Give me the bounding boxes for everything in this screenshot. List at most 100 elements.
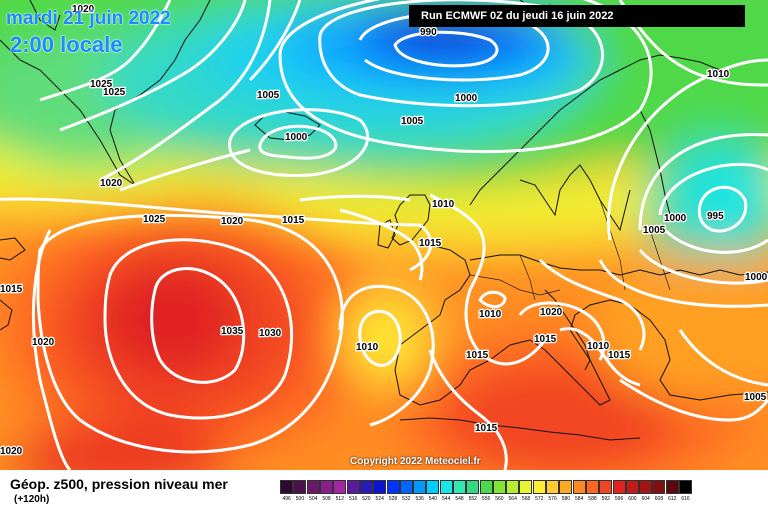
scale-swatch-color <box>320 480 334 494</box>
geopotential-field: 1020 1025 1025 1005 990 1010 1000 1005 1… <box>0 0 768 470</box>
isobar-label: 1000 <box>664 213 687 224</box>
isobar-label: 1020 <box>32 337 55 348</box>
forecast-time: 2:00 locale <box>10 32 123 57</box>
isobar-label: 1005 <box>257 90 280 101</box>
scale-swatch: 512 <box>333 480 347 502</box>
scale-swatch-color <box>453 480 466 494</box>
isobar-label: 1010 <box>587 341 610 352</box>
scale-swatch: 560 <box>492 480 506 502</box>
scale-swatch-color <box>625 480 639 494</box>
scale-swatch-color <box>639 480 653 494</box>
isobar-label: 995 <box>707 211 724 222</box>
isobar-label: 1005 <box>401 116 424 127</box>
scale-swatch-color <box>599 480 613 494</box>
scale-swatch-label: 516 <box>348 496 358 502</box>
scale-swatch-color <box>426 480 440 494</box>
scale-swatch-label: 524 <box>375 496 384 502</box>
scale-swatch-color <box>359 480 373 494</box>
scale-swatch: 564 <box>506 480 520 502</box>
scale-swatch: 592 <box>599 480 613 502</box>
scale-swatch-color <box>439 480 453 494</box>
scale-swatch: 504 <box>306 480 320 502</box>
isobar-label: 1020 <box>540 307 563 318</box>
scale-swatch: 540 <box>426 480 440 502</box>
scale-swatch-color <box>612 480 626 494</box>
isobar-label: 1015 <box>608 350 631 361</box>
scale-swatch-color <box>665 480 679 494</box>
isobar-label: 1025 <box>143 214 166 225</box>
scale-swatch-label: 552 <box>468 496 477 502</box>
isobar-label: 1020 <box>0 446 23 457</box>
scale-swatch: 500 <box>293 480 307 502</box>
scale-swatch-label: 548 <box>455 496 464 502</box>
isobar-label: 1015 <box>419 238 442 249</box>
scale-swatch-color <box>466 480 480 494</box>
scale-swatch-label: 592 <box>601 496 610 502</box>
scale-swatch-color <box>399 480 413 494</box>
scale-swatch-label: 612 <box>668 496 677 502</box>
scale-swatch-label: 604 <box>641 496 650 502</box>
isobar-label: 1000 <box>745 272 768 283</box>
scale-swatch-label: 540 <box>428 496 438 502</box>
scale-swatch: 568 <box>519 480 533 502</box>
scale-swatch: 496 <box>280 480 294 502</box>
scale-swatch: 584 <box>572 480 586 502</box>
scale-swatch-label: 520 <box>362 496 371 502</box>
scale-swatch-color <box>293 480 307 494</box>
scale-swatch-label: 560 <box>495 496 504 502</box>
scale-swatch: 600 <box>625 480 639 502</box>
scale-swatch: 552 <box>466 480 480 502</box>
scale-swatch-color <box>280 480 294 494</box>
scale-swatch-color <box>559 480 573 494</box>
scale-swatch-color <box>519 480 533 494</box>
scale-swatch-label: 500 <box>295 496 305 502</box>
scale-swatch: 524 <box>373 480 387 502</box>
isobar-label: 1015 <box>0 284 23 295</box>
isobar-label: 1015 <box>534 334 557 345</box>
scale-swatch-label: 572 <box>535 496 544 502</box>
scale-swatch-color <box>492 480 506 494</box>
isobar-label: 1010 <box>356 342 379 353</box>
scale-swatch-label: 536 <box>415 496 424 502</box>
isobar-label: 1025 <box>103 87 126 98</box>
scale-swatch-label: 616 <box>681 496 690 502</box>
scale-swatch-label: 588 <box>588 496 597 502</box>
scale-swatch-color <box>333 480 347 494</box>
isobar-label: 1000 <box>455 93 478 104</box>
isobar-label: 1030 <box>259 328 282 339</box>
scale-swatch-color <box>373 480 387 494</box>
scale-swatch-label: 580 <box>561 496 571 502</box>
isobar-label: 1035 <box>221 326 244 337</box>
scale-swatch: 548 <box>453 480 466 502</box>
scale-swatch: 520 <box>359 480 373 502</box>
scale-swatch-color <box>546 480 560 494</box>
scale-swatch: 532 <box>399 480 413 502</box>
isobar-label: 1015 <box>475 423 498 434</box>
scale-swatch: 516 <box>346 480 360 502</box>
isobar-labels: 1020 1025 1025 1005 990 1010 1000 1005 1… <box>0 3 768 459</box>
scale-swatch-label: 596 <box>614 496 624 502</box>
scale-swatch-color <box>386 480 400 494</box>
isobar-label: 1020 <box>221 216 244 227</box>
scale-swatch: 612 <box>665 480 679 502</box>
isobar-label: 1015 <box>282 215 305 226</box>
legend-bar: Géop. z500, pression niveau mer (+120h) … <box>0 470 768 512</box>
isobar-label: 1015 <box>466 350 489 361</box>
scale-swatch-label: 512 <box>335 496 344 502</box>
scale-swatch-color <box>532 480 546 494</box>
isobar-label: 1020 <box>100 178 123 189</box>
scale-swatch-color <box>479 480 493 494</box>
forecast-date: mardi 21 juin 2022 <box>6 8 171 29</box>
copyright: Copyright 2022 Meteociel.fr <box>350 456 481 467</box>
scale-swatch-color <box>306 480 320 494</box>
scale-swatch-label: 584 <box>575 496 584 502</box>
scale-swatch: 588 <box>585 480 599 502</box>
scale-swatch-color <box>346 480 360 494</box>
scale-swatch-color <box>572 480 586 494</box>
scale-swatch: 508 <box>320 480 334 502</box>
isobar-label: 1005 <box>643 225 666 236</box>
scale-swatch-color <box>413 480 427 494</box>
scale-swatch: 616 <box>679 480 693 502</box>
isobar-label: 1025 <box>90 79 113 90</box>
